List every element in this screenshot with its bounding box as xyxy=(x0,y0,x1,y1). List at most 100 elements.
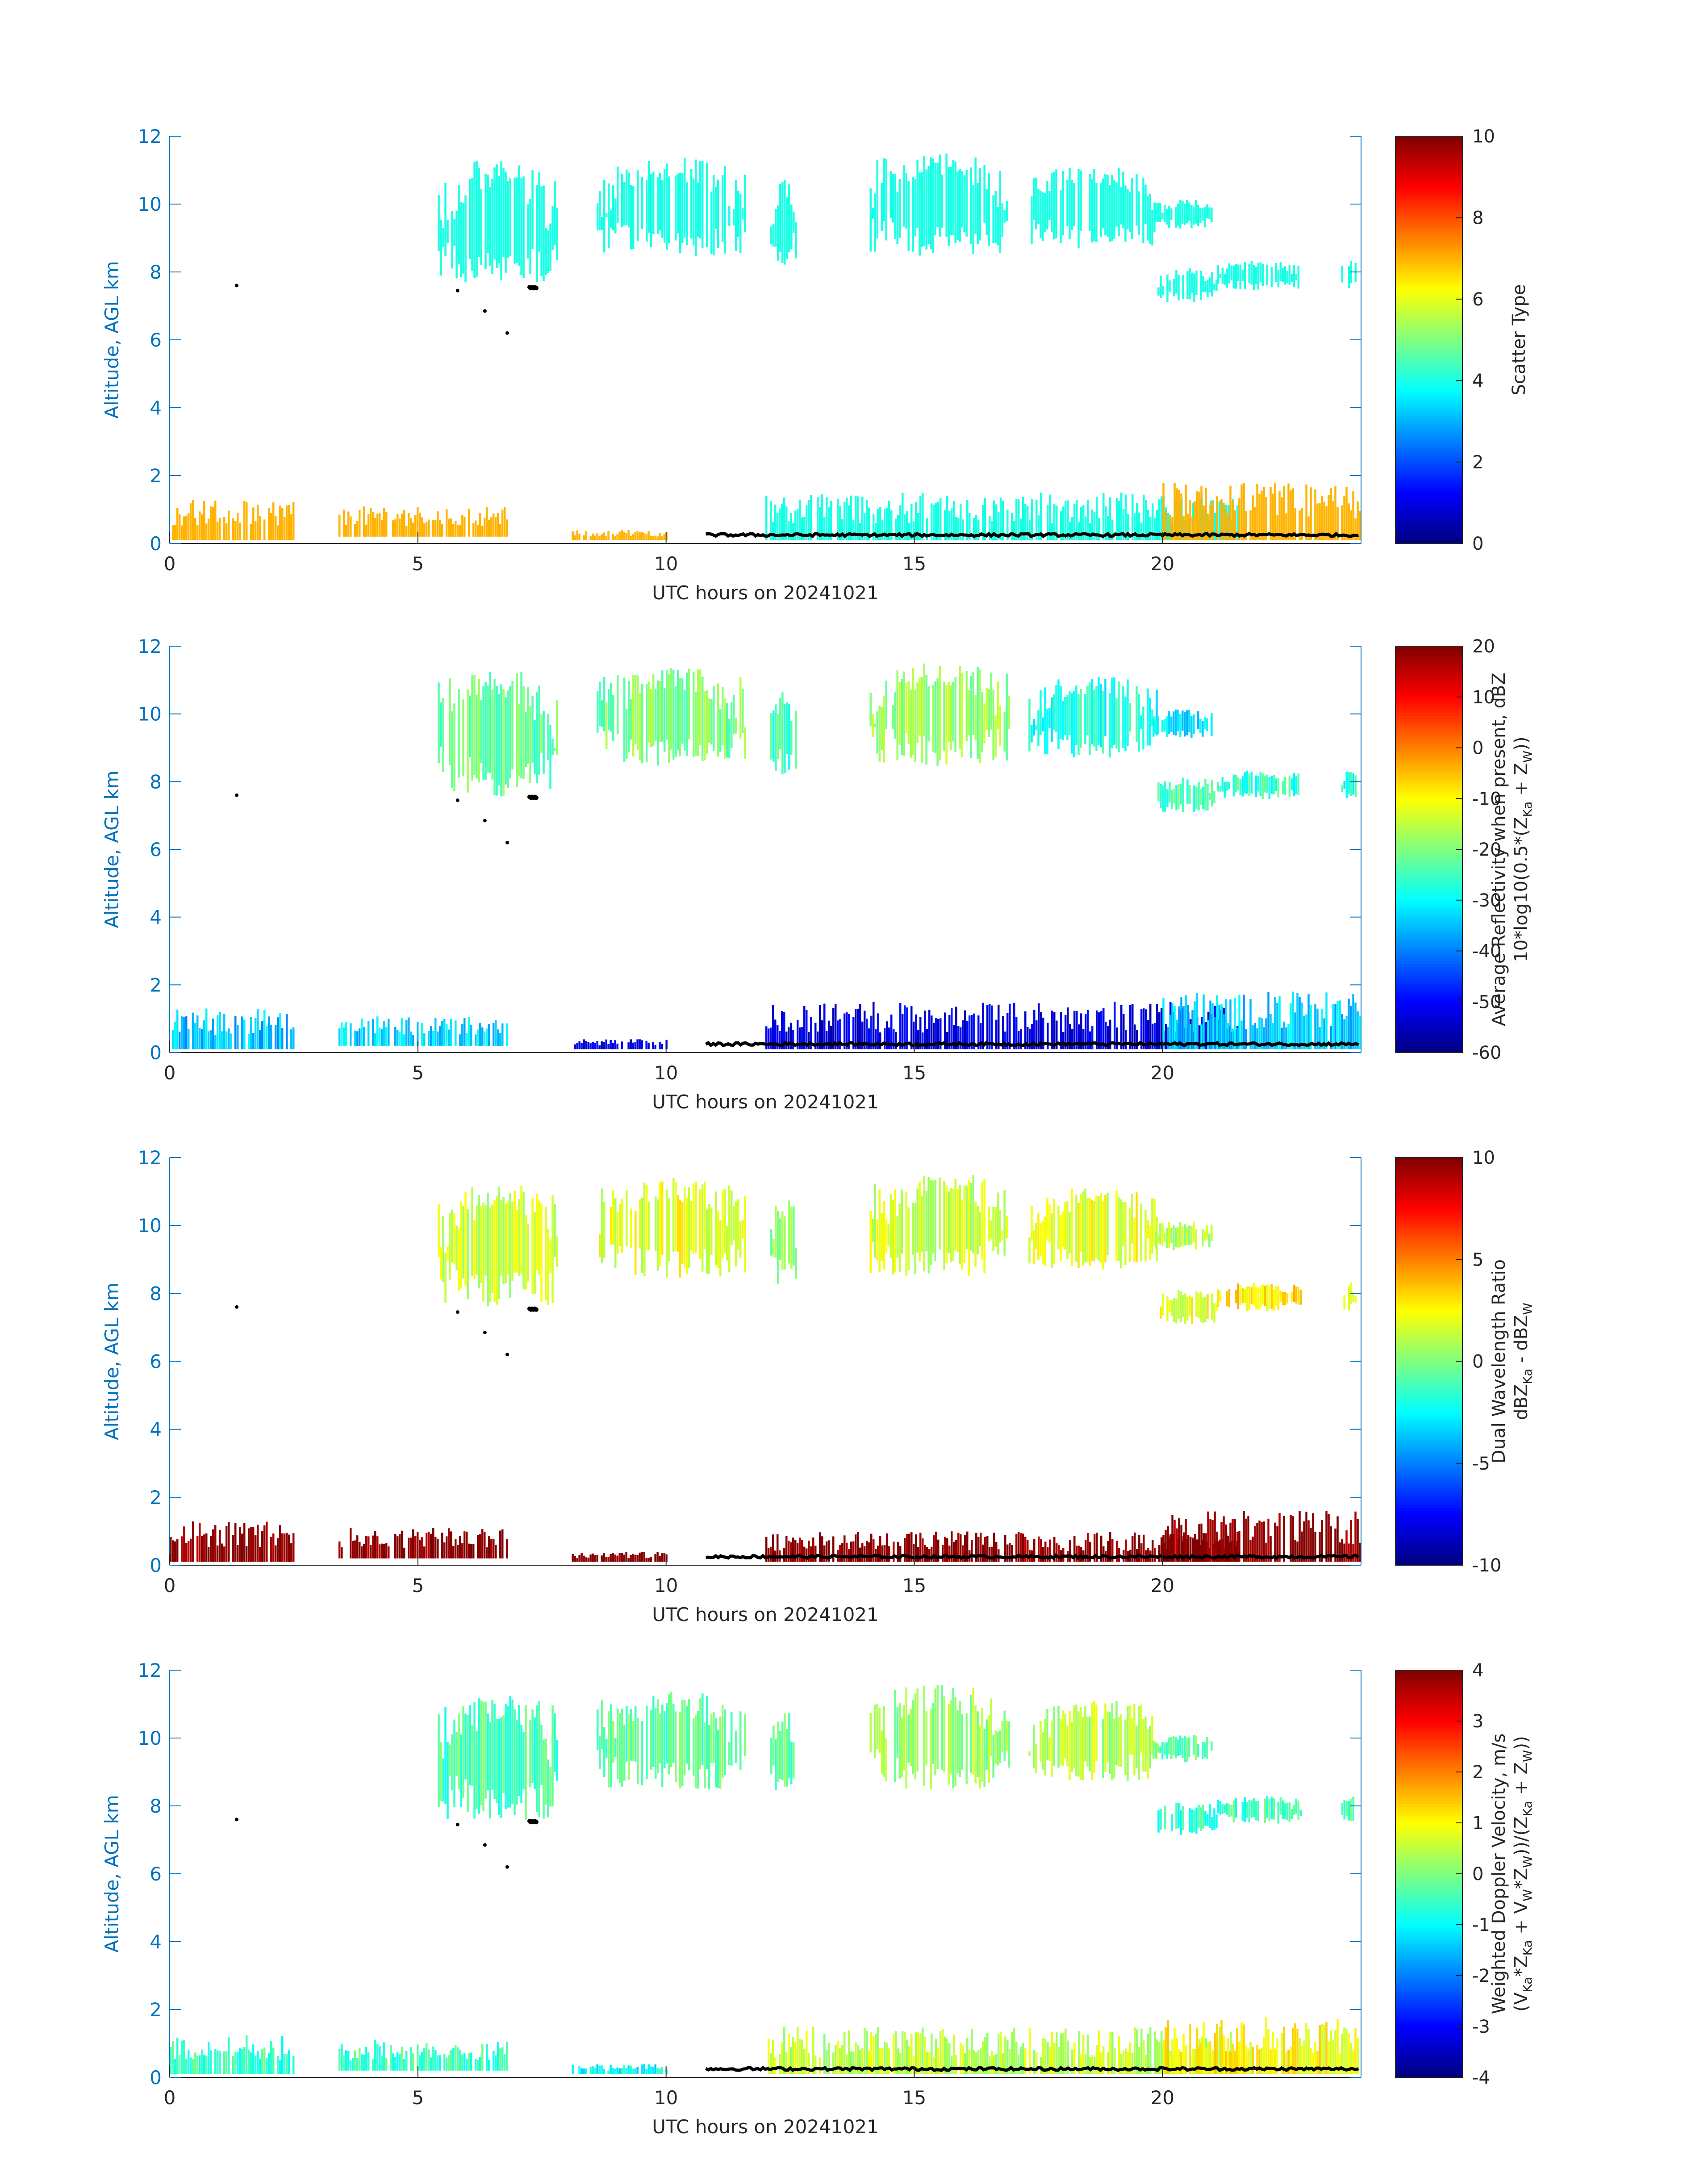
scatter-type-streak xyxy=(1345,487,1348,540)
dual-wavelength-ratio-streak xyxy=(576,1558,578,1562)
doppler-velocity-streak xyxy=(1102,2046,1105,2074)
scatter-type-streak xyxy=(527,204,529,259)
reflectivity-streak xyxy=(857,1008,859,1049)
dual-wavelength-ratio-streak xyxy=(872,1219,874,1242)
dual-wavelength-ratio-streak xyxy=(963,1186,965,1263)
reflectivity-streak xyxy=(475,1034,477,1046)
scatter-type-streak xyxy=(647,531,650,540)
reflectivity-streak xyxy=(292,1027,295,1049)
scatter-type-streak xyxy=(405,526,408,537)
scatter-type-streak xyxy=(923,156,925,246)
doppler-velocity-streak xyxy=(1154,2031,1156,2074)
doppler-velocity-streak xyxy=(693,1718,695,1776)
scatter-type-streak xyxy=(941,174,943,228)
dual-wavelength-ratio-streak xyxy=(457,1545,459,1559)
dual-wavelength-ratio-streak xyxy=(1282,1291,1284,1305)
scatter-type-streak xyxy=(951,508,953,540)
doppler-velocity-streak xyxy=(601,1700,603,1750)
colorbar-step xyxy=(1395,903,1462,907)
reflectivity-streak xyxy=(790,721,793,755)
dual-wavelength-ratio-streak xyxy=(379,1544,381,1559)
reflectivity-feature-7 xyxy=(1217,770,1300,799)
reflectivity-streak xyxy=(998,1004,1000,1049)
dual-wavelength-ratio-streak xyxy=(451,1209,453,1262)
dual-wavelength-ratio-streak xyxy=(410,1538,412,1559)
doppler-velocity-streak xyxy=(993,2055,995,2074)
colorbar-step xyxy=(1395,1355,1462,1358)
colorbar-step xyxy=(1395,394,1462,397)
doppler-velocity-streak xyxy=(284,2054,286,2074)
doppler-velocity-streak xyxy=(446,2057,448,2071)
dual-wavelength-ratio-streak xyxy=(1053,1199,1055,1264)
dual-wavelength-ratio-streak xyxy=(514,1191,516,1273)
scatter-type-streak xyxy=(930,157,932,249)
dual-wavelength-ratio-streak xyxy=(1211,1224,1213,1241)
dual-wavelength-ratio-streak xyxy=(634,1554,636,1562)
doppler-velocity-streak xyxy=(481,2043,484,2071)
scatter-type-streak xyxy=(246,502,248,540)
colorbar-step xyxy=(1395,1425,1462,1429)
reflectivity-streak xyxy=(281,1028,284,1049)
reflectivity-streak xyxy=(1004,1031,1006,1049)
colorbar-step xyxy=(1395,1877,1462,1880)
scatter-type-streak xyxy=(1142,178,1144,243)
scatter-type-streak xyxy=(1243,483,1245,540)
scatter-type-streak xyxy=(1155,203,1157,222)
dual-wavelength-ratio-streak xyxy=(968,1180,970,1277)
dual-wavelength-ratio-streak xyxy=(1169,1538,1171,1562)
reflectivity-streak xyxy=(501,1023,504,1046)
dual-wavelength-ratio-streak xyxy=(906,1534,908,1562)
dual-wavelength-ratio-streak xyxy=(1223,1516,1225,1562)
scatter-type-streak xyxy=(616,534,618,540)
scatter-type-streak xyxy=(1091,510,1094,540)
dual-wavelength-ratio-feature-9 xyxy=(170,1521,295,1562)
doppler-velocity-streak xyxy=(1339,2053,1341,2074)
colorbar-step xyxy=(1395,499,1462,502)
reflectivity-streak xyxy=(939,666,941,760)
doppler-velocity-streak xyxy=(943,1696,945,1772)
dual-wavelength-ratio-streak xyxy=(399,1534,401,1559)
dual-wavelength-ratio-streak xyxy=(1283,1516,1285,1562)
dual-wavelength-ratio-streak xyxy=(444,1252,447,1303)
doppler-velocity-streak xyxy=(1350,1798,1352,1821)
doppler-velocity-streak xyxy=(493,1704,496,1799)
reflectivity-streak xyxy=(1164,719,1166,732)
scatter-type-streak xyxy=(896,192,898,244)
colorbar-step xyxy=(1395,340,1462,343)
dual-wavelength-ratio-streak xyxy=(708,1204,710,1274)
dual-wavelength-ratio-streak xyxy=(661,1181,664,1255)
doppler-velocity-streak xyxy=(1169,2053,1171,2074)
scatter-type-streak xyxy=(551,206,554,250)
reflectivity-streak xyxy=(1323,1018,1325,1049)
dual-wavelength-ratio-streak xyxy=(832,1536,835,1562)
dual-wavelength-ratio-streak xyxy=(647,1558,650,1562)
scatter-type-streak xyxy=(626,169,628,226)
reflectivity-streak xyxy=(1129,703,1131,732)
scatter-type-streak xyxy=(1229,485,1232,540)
reflectivity-streak xyxy=(556,700,558,755)
colorbar-step xyxy=(1395,951,1462,955)
colorbar-step xyxy=(1395,273,1462,277)
colorbar-step xyxy=(1395,149,1462,153)
reflectivity-streak xyxy=(381,1029,383,1046)
x-tick-label: 0 xyxy=(164,553,176,575)
dual-wavelength-ratio-streak xyxy=(641,1197,643,1273)
dual-wavelength-ratio-streak xyxy=(803,1546,806,1562)
dual-wavelength-ratio-streak xyxy=(919,1182,921,1262)
colorbar-step xyxy=(1395,505,1462,509)
scatter-type-streak xyxy=(1204,281,1207,292)
reflectivity-streak xyxy=(706,690,708,754)
colorbar-step xyxy=(1395,824,1462,827)
colorbar-step xyxy=(1395,1699,1462,1702)
dual-wavelength-ratio-streak xyxy=(1167,1526,1169,1562)
colorbar-step xyxy=(1395,1546,1462,1550)
colorbar-step xyxy=(1395,171,1462,175)
scatter-type-streak xyxy=(876,160,878,238)
reflectivity-feature-11 xyxy=(574,1039,668,1049)
doppler-velocity-streak xyxy=(1085,2054,1087,2074)
scatter-type-streak xyxy=(1166,274,1169,302)
dual-wavelength-ratio-streak xyxy=(1209,1519,1211,1562)
y-tick-label: 0 xyxy=(150,2067,162,2089)
scatter-type-streak xyxy=(520,178,522,276)
reflectivity-streak xyxy=(1263,1027,1265,1049)
